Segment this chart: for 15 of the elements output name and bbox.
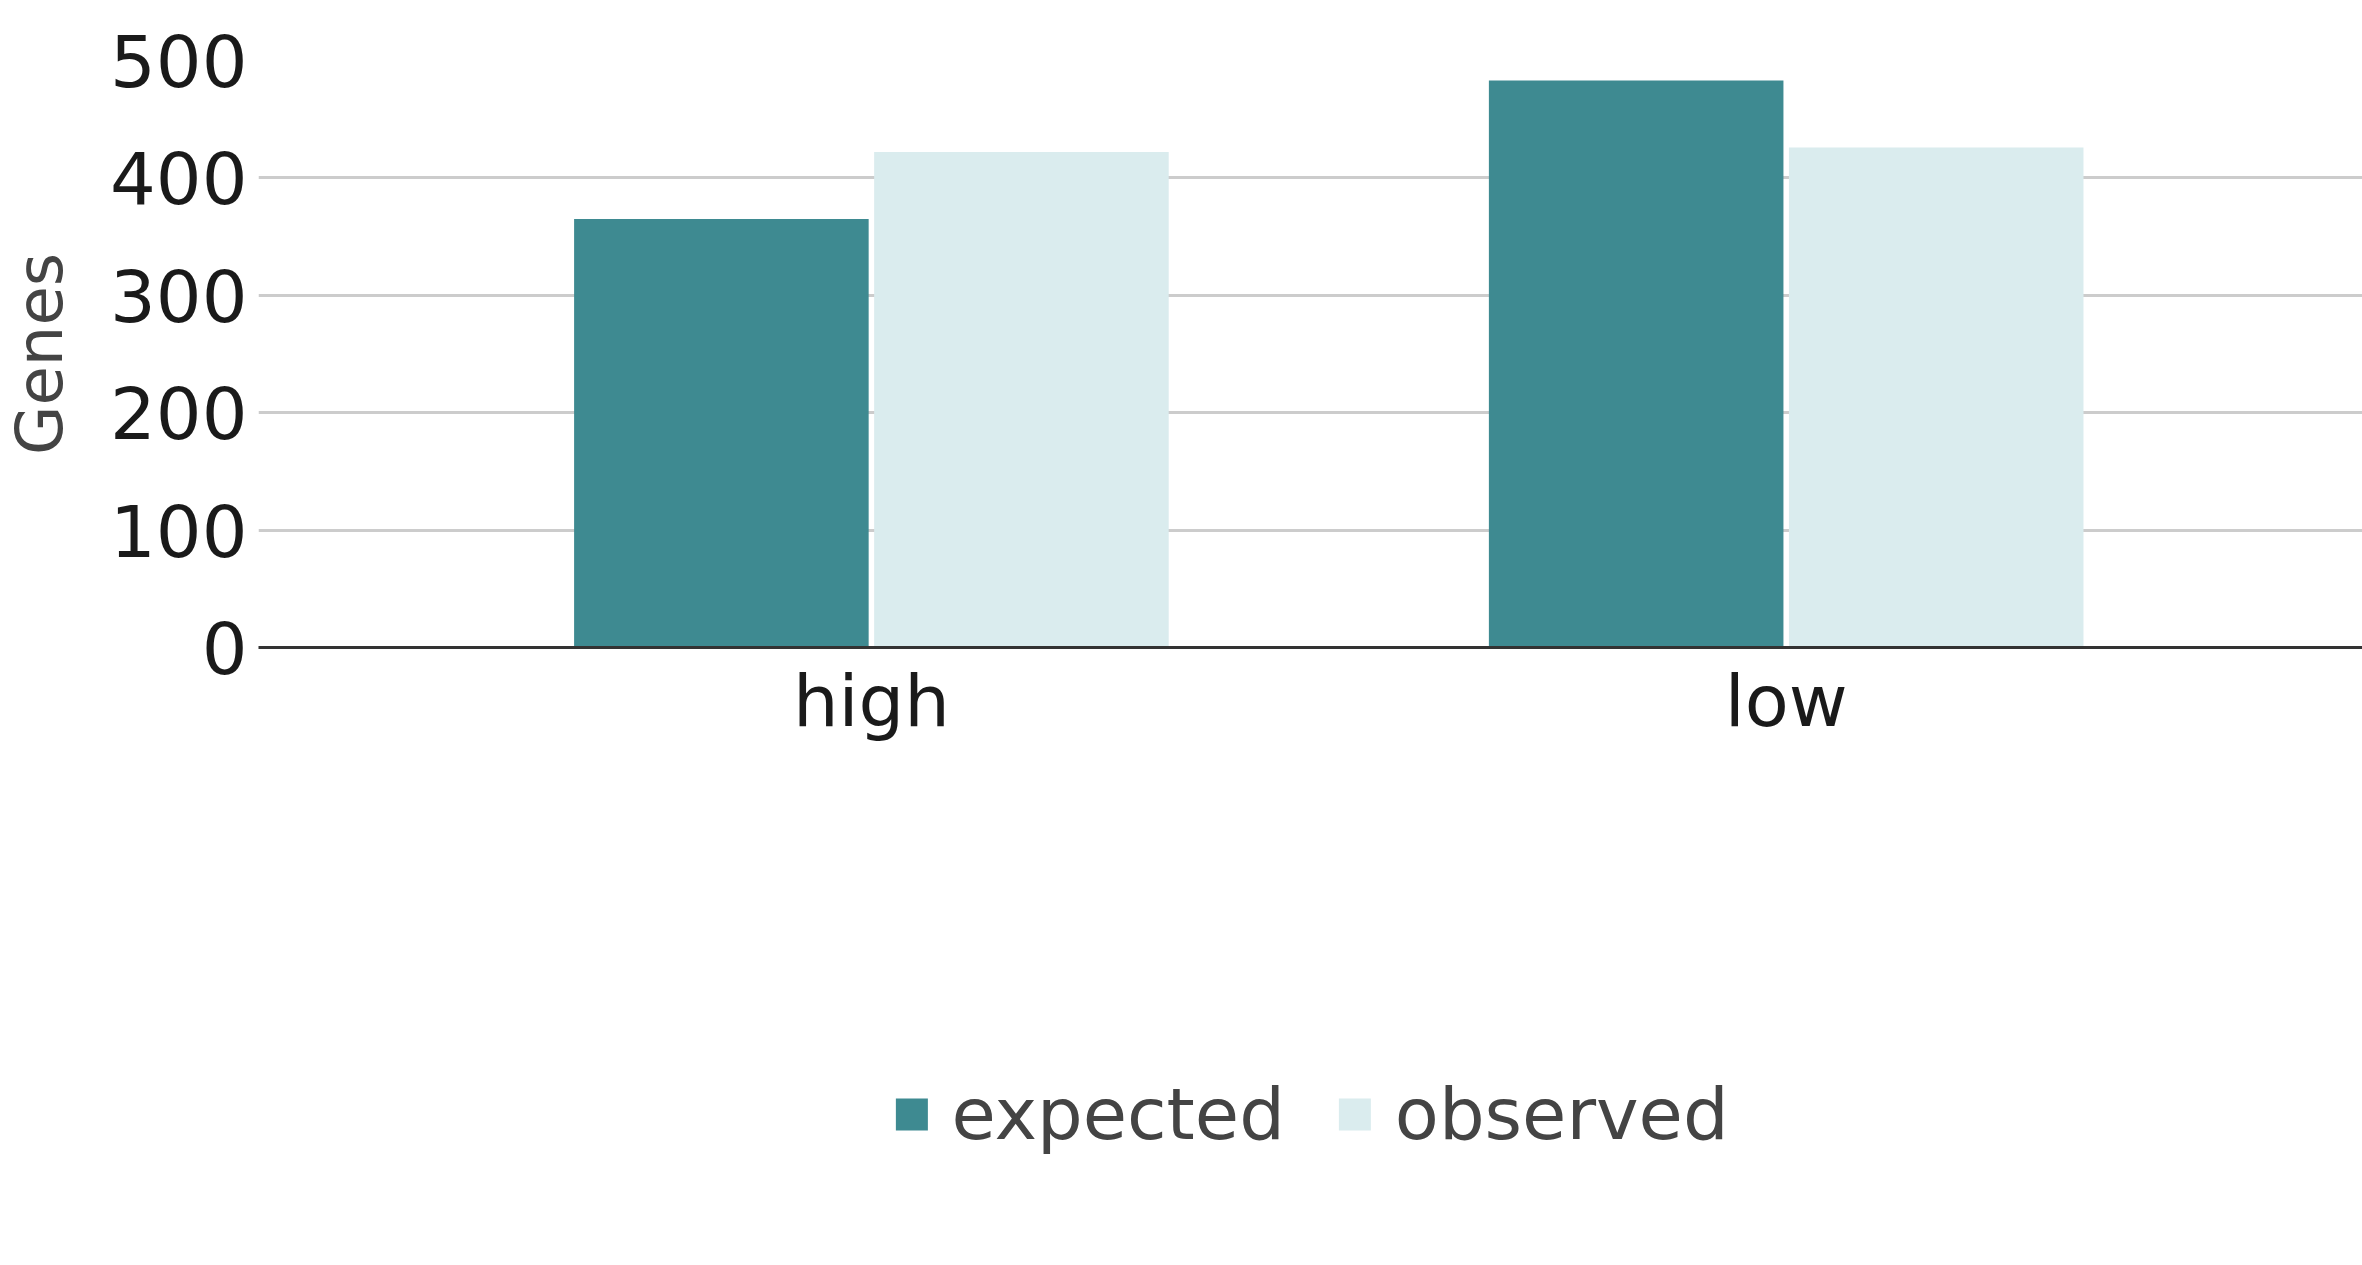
bar	[1488, 80, 1784, 648]
legend-label: expected	[951, 1072, 1285, 1156]
bar	[574, 218, 869, 648]
y-tick-label: 0	[201, 607, 248, 691]
bar	[1788, 147, 2084, 648]
x-tick-label: low	[1724, 658, 1848, 743]
bar	[874, 152, 1169, 648]
y-tick-label: 200	[110, 372, 248, 457]
x-tick-label: high	[792, 658, 950, 743]
y-tick-label: 300	[110, 254, 248, 339]
legend-label: observed	[1394, 1072, 1729, 1156]
y-tick-label: 400	[110, 137, 248, 222]
y-axis-title: Genes	[3, 252, 78, 456]
y-tick-label: 100	[110, 489, 248, 574]
y-tick-label: 500	[110, 20, 248, 104]
